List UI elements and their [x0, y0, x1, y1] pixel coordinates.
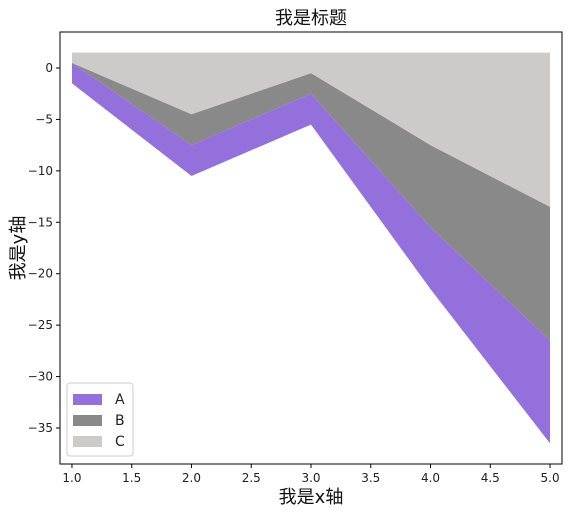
x-tick-label: 5.0: [541, 471, 560, 485]
legend-swatch-b: [73, 415, 102, 426]
legend: ABC: [66, 382, 134, 457]
legend-swatch-a: [73, 394, 102, 405]
y-tick-label: 0: [45, 61, 53, 75]
y-tick-label: −20: [28, 267, 53, 281]
y-tick-label: −35: [28, 421, 53, 435]
y-tick-label: −15: [28, 215, 53, 229]
x-tick-label: 3.0: [301, 471, 320, 485]
y-tick-label: −5: [35, 112, 53, 126]
y-tick-label: −10: [28, 164, 53, 178]
series-area-a: [72, 62, 550, 444]
legend-label-b: B: [115, 413, 125, 429]
x-tick-label: 4.0: [421, 471, 440, 485]
y-tick-label: −30: [28, 370, 53, 384]
legend-label-c: C: [115, 434, 125, 450]
x-tick-label: 4.5: [481, 471, 500, 485]
x-tick-label: 2.5: [242, 471, 261, 485]
legend-label-a: A: [115, 392, 125, 408]
chart-title: 我是标题: [275, 8, 347, 29]
legend-swatch-c: [73, 436, 102, 447]
series-area-b: [72, 62, 550, 341]
y-axis-title: 我是y轴: [8, 216, 29, 281]
x-tick-label: 1.5: [122, 471, 141, 485]
y-tick-label: −25: [28, 318, 53, 332]
x-tick-label: 1.0: [62, 471, 81, 485]
series-layer: [72, 52, 550, 444]
x-tick-label: 2.0: [182, 471, 201, 485]
series-area-c: [72, 52, 550, 207]
x-axis: 1.0 1.5 2.0 2.5 3.0 3.5 4.0 4.5 5.0: [62, 464, 560, 485]
x-axis-title: 我是x轴: [279, 487, 344, 508]
x-tick-label: 3.5: [361, 471, 380, 485]
y-axis: 0 −5 −10 −15 −20 −25 −30 −35: [28, 61, 60, 435]
